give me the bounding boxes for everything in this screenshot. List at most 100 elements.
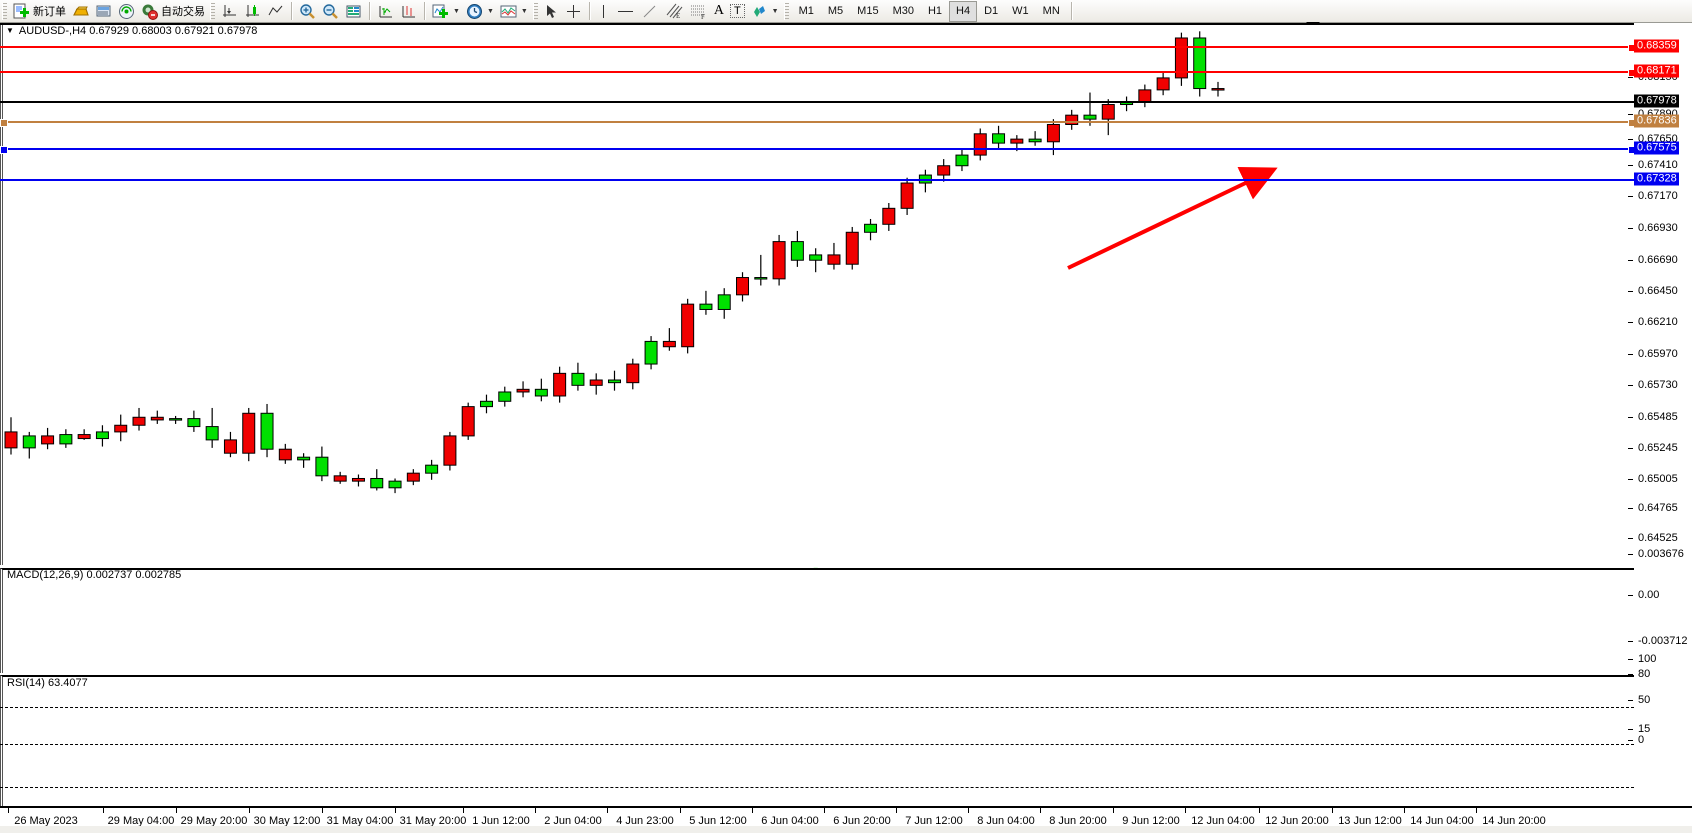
signal-button[interactable] bbox=[115, 1, 138, 21]
candle-body-down bbox=[553, 372, 567, 397]
zoom-in-button[interactable] bbox=[296, 1, 319, 21]
chevron-down-icon-3[interactable]: ▼ bbox=[520, 7, 528, 15]
line-chart-button[interactable] bbox=[264, 1, 287, 21]
trend-line-button[interactable] bbox=[638, 1, 661, 21]
toolbar-separator-3 bbox=[424, 2, 425, 20]
price-tag-blue[interactable]: 0.67575 bbox=[1634, 141, 1679, 155]
candle-body-up bbox=[790, 241, 804, 261]
candle-body-up bbox=[864, 223, 878, 233]
chevron-down-icon-2[interactable]: ▼ bbox=[486, 7, 494, 15]
price-tick bbox=[1628, 554, 1633, 555]
price-scale-label: 80 bbox=[1638, 668, 1651, 680]
new-order-icon bbox=[13, 3, 30, 20]
macd-label: MACD(12,26,9) 0.002737 0.002785 bbox=[7, 569, 182, 581]
chart-window[interactable]: ▼ AUDUSD-,H4 0.67929 0.68003 0.67921 0.6… bbox=[0, 22, 1692, 835]
crosshair-tool-button[interactable] bbox=[562, 1, 585, 21]
timeframe-h1[interactable]: H1 bbox=[927, 4, 943, 17]
new-order-button[interactable]: 新订单 bbox=[10, 1, 69, 21]
level-line-support-1[interactable] bbox=[0, 146, 1636, 154]
price-tick bbox=[1628, 448, 1633, 449]
price-tick bbox=[1628, 700, 1633, 701]
price-tag-tan[interactable]: 0.67836 bbox=[1634, 114, 1679, 128]
level-line-resistance-1[interactable] bbox=[0, 44, 1636, 52]
time-tick bbox=[8, 808, 9, 813]
candle-body-up bbox=[187, 418, 201, 428]
candle-body-up bbox=[699, 303, 713, 310]
toolbar-grip-4[interactable] bbox=[783, 2, 789, 20]
time-scale-label: 8 Jun 20:00 bbox=[1049, 815, 1107, 827]
price-tag-red[interactable]: 0.68359 bbox=[1634, 39, 1679, 53]
data-window-button[interactable] bbox=[342, 1, 365, 21]
candle-body-down bbox=[973, 133, 987, 156]
time-tick bbox=[752, 808, 753, 813]
vertical-line-button[interactable] bbox=[594, 1, 613, 21]
price-tag-red[interactable]: 0.68171 bbox=[1634, 64, 1679, 78]
timeframe-w1[interactable]: W1 bbox=[1012, 4, 1029, 17]
candle-body-down bbox=[1065, 114, 1079, 125]
text-label-button[interactable]: T bbox=[727, 1, 748, 21]
cursor-tool-button[interactable] bbox=[541, 1, 562, 21]
time-tick bbox=[103, 808, 104, 813]
level-handle-left[interactable] bbox=[0, 119, 8, 127]
level-line-current-price[interactable] bbox=[0, 101, 1634, 103]
timeframe-m15[interactable]: M15 bbox=[857, 4, 879, 17]
timeframe-mn[interactable]: MN bbox=[1042, 4, 1060, 17]
price-scale-label: 15 bbox=[1638, 723, 1651, 735]
toolbar-grip-3[interactable] bbox=[532, 2, 538, 20]
chevron-down-icon-4[interactable]: ▼ bbox=[771, 7, 779, 15]
chart-shift-button[interactable] bbox=[218, 1, 241, 21]
rsi-pane[interactable] bbox=[0, 675, 1634, 806]
price-pane[interactable] bbox=[0, 25, 1634, 565]
time-scale-label: 14 Jun 04:00 bbox=[1410, 815, 1474, 827]
timeframe-m1[interactable]: M1 bbox=[798, 4, 814, 17]
timeframe-m5[interactable]: M5 bbox=[827, 4, 844, 17]
price-scale-label: 0.65485 bbox=[1638, 411, 1678, 423]
toolbar-grip-2[interactable] bbox=[210, 2, 215, 20]
text-label-icon: T bbox=[729, 4, 745, 18]
new-indicator-button[interactable]: ▼ bbox=[429, 1, 463, 21]
horizontal-line-button[interactable] bbox=[613, 1, 638, 21]
chart-collapse-icon[interactable]: ▼ bbox=[6, 26, 14, 35]
equidistant-channel-button[interactable]: E bbox=[661, 1, 686, 21]
bar-chart-button[interactable] bbox=[374, 1, 397, 21]
crosshair-icon bbox=[565, 4, 582, 19]
level-line-support-2[interactable] bbox=[0, 179, 1634, 181]
time-scale-label: 14 Jun 20:00 bbox=[1482, 815, 1546, 827]
templates-icon bbox=[500, 3, 517, 20]
price-tick bbox=[1628, 322, 1633, 323]
candle-chart-button[interactable] bbox=[397, 1, 420, 21]
price-tick bbox=[1628, 291, 1633, 292]
autotrading-icon bbox=[141, 3, 158, 20]
fibonacci-button[interactable]: F bbox=[686, 1, 711, 21]
timeframe-h4[interactable]: H4 bbox=[949, 0, 978, 22]
timeframe-m30[interactable]: M30 bbox=[892, 4, 914, 17]
time-tick bbox=[1404, 808, 1405, 813]
autotrading-button[interactable]: 自动交易 bbox=[138, 1, 208, 21]
price-tick bbox=[1628, 659, 1633, 660]
templates-button[interactable]: ▼ bbox=[497, 1, 531, 21]
objects-list-button[interactable]: ▼ bbox=[748, 1, 782, 21]
text-tool-button[interactable]: A bbox=[711, 1, 727, 21]
auto-scroll-button[interactable] bbox=[241, 1, 264, 21]
timeframe-d1[interactable]: D1 bbox=[984, 4, 999, 17]
price-scale-label: 0.66450 bbox=[1638, 285, 1678, 297]
price-scale-label: 0.64765 bbox=[1638, 502, 1678, 514]
terminal-button[interactable] bbox=[92, 1, 115, 21]
price-tag-blue[interactable]: 0.67328 bbox=[1634, 172, 1679, 186]
gold-bar-button[interactable] bbox=[69, 1, 92, 21]
zoom-out-button[interactable] bbox=[319, 1, 342, 21]
chevron-down-icon[interactable]: ▼ bbox=[453, 7, 460, 15]
level-line-ema-level[interactable] bbox=[0, 119, 1636, 127]
level-handle-left[interactable] bbox=[0, 146, 8, 154]
time-scale-label: 12 Jun 20:00 bbox=[1265, 815, 1329, 827]
macd-pane[interactable] bbox=[0, 568, 1634, 673]
time-scale-label: 13 Jun 12:00 bbox=[1338, 815, 1402, 827]
price-tag-black[interactable]: 0.67978 bbox=[1634, 94, 1679, 108]
period-button[interactable]: ▼ bbox=[463, 1, 497, 21]
toolbar-grip[interactable] bbox=[2, 2, 7, 20]
time-tick bbox=[1185, 808, 1186, 813]
time-scale-label: 30 May 12:00 bbox=[253, 815, 321, 827]
candle-body-down bbox=[736, 277, 750, 296]
autotrading-label: 自动交易 bbox=[161, 6, 205, 18]
level-line-resistance-2[interactable] bbox=[0, 69, 1636, 77]
